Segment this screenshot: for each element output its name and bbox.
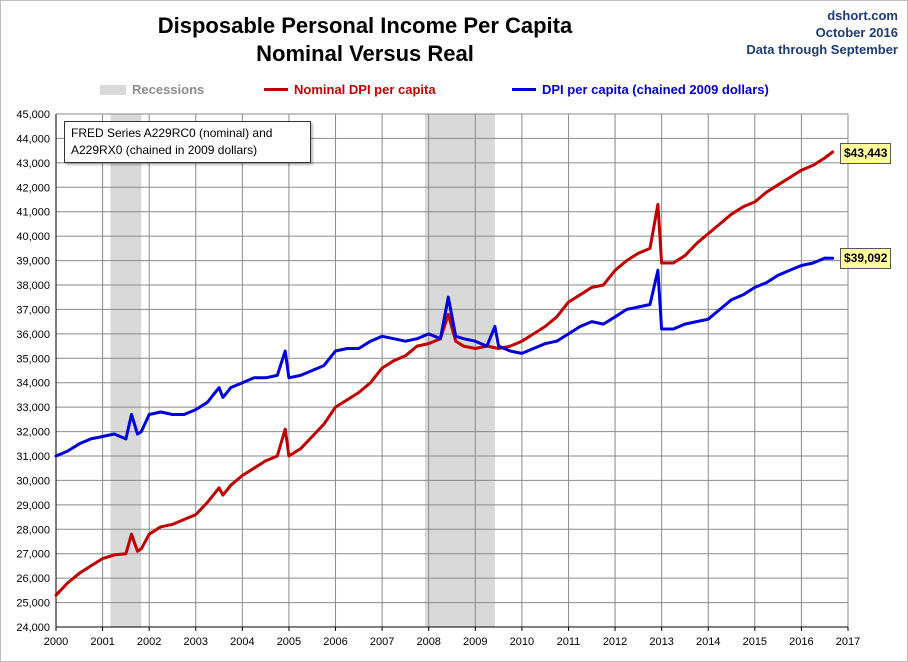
chart-subtitle: Nominal Versus Real <box>256 41 474 66</box>
recession-band <box>424 114 495 627</box>
y-tick-label: 37,000 <box>16 304 50 316</box>
x-tick-label: 2014 <box>696 636 720 648</box>
legend-real: DPI per capita (chained 2009 dollars) <box>512 82 769 97</box>
legend-nominal-label: Nominal DPI per capita <box>294 82 436 97</box>
legend-recessions: Recessions <box>100 82 204 97</box>
y-tick-label: 35,000 <box>16 353 50 365</box>
y-tick-label: 42,000 <box>16 182 50 194</box>
y-tick-label: 45,000 <box>16 109 50 121</box>
x-tick-label: 2017 <box>836 636 860 648</box>
x-tick-label: 2013 <box>649 636 673 648</box>
legend-real-swatch <box>512 88 536 91</box>
legend-recessions-label: Recessions <box>132 82 205 97</box>
real-latest-callout: $39,092 <box>840 248 892 269</box>
x-tick-label: 2002 <box>137 636 161 648</box>
legend-recessions-swatch <box>100 84 126 95</box>
x-tick-label: 2004 <box>230 636 254 648</box>
x-tick-label: 2015 <box>743 636 767 648</box>
y-tick-label: 43,000 <box>16 158 50 170</box>
y-tick-label: 27,000 <box>16 549 50 561</box>
x-tick-label: 2003 <box>184 636 208 648</box>
source-site: dshort.com <box>827 8 898 23</box>
source-note: FRED Series A229RC0 (nominal) and A229RX… <box>64 121 311 163</box>
y-tick-label: 28,000 <box>16 524 50 536</box>
x-tick-label: 2011 <box>557 636 581 648</box>
nominal-latest-callout: $43,443 <box>840 143 892 164</box>
y-tick-label: 39,000 <box>16 256 50 268</box>
recession-band <box>110 114 142 627</box>
y-tick-label: 36,000 <box>16 329 50 341</box>
publish-date: October 2016 <box>815 25 898 40</box>
x-tick-label: 2009 <box>463 636 487 648</box>
legend-nominal-swatch <box>264 88 288 91</box>
x-tick-label: 2001 <box>90 636 114 648</box>
legend-real-label: DPI per capita (chained 2009 dollars) <box>542 82 769 97</box>
y-tick-label: 40,000 <box>16 231 50 243</box>
x-tick-label: 2010 <box>510 636 534 648</box>
series-lines <box>54 150 835 597</box>
nominal-series-line <box>54 150 835 597</box>
x-tick-label: 2005 <box>277 636 301 648</box>
y-tick-label: 38,000 <box>16 280 50 292</box>
x-tick-label: 2008 <box>416 636 440 648</box>
x-tick-label: 2000 <box>44 636 68 648</box>
y-tick-label: 29,000 <box>16 500 50 512</box>
y-tick-label: 31,000 <box>16 451 50 463</box>
x-tick-label: 2012 <box>603 636 627 648</box>
recession-bands <box>110 114 495 627</box>
x-tick-label: 2006 <box>323 636 347 648</box>
y-tick-label: 25,000 <box>16 598 50 610</box>
y-tick-label: 41,000 <box>16 207 50 219</box>
y-tick-label: 30,000 <box>16 475 50 487</box>
x-tick-label: 2016 <box>789 636 813 648</box>
y-tick-label: 33,000 <box>16 402 50 414</box>
data-through: Data through September <box>746 42 898 57</box>
y-tick-label: 24,000 <box>16 622 50 634</box>
y-tick-label: 26,000 <box>16 573 50 585</box>
y-tick-label: 34,000 <box>16 378 50 390</box>
x-tick-label: 2007 <box>370 636 394 648</box>
chart-title: Disposable Personal Income Per Capita <box>157 13 573 38</box>
y-tick-label: 32,000 <box>16 427 50 439</box>
y-tick-label: 44,000 <box>16 133 50 145</box>
real-series-line <box>54 256 835 458</box>
axes: 24,000 25,000 26,000 27,000 28,000 29,000 30,0… <box>16 109 860 648</box>
legend-nominal: Nominal DPI per capita <box>264 82 436 97</box>
